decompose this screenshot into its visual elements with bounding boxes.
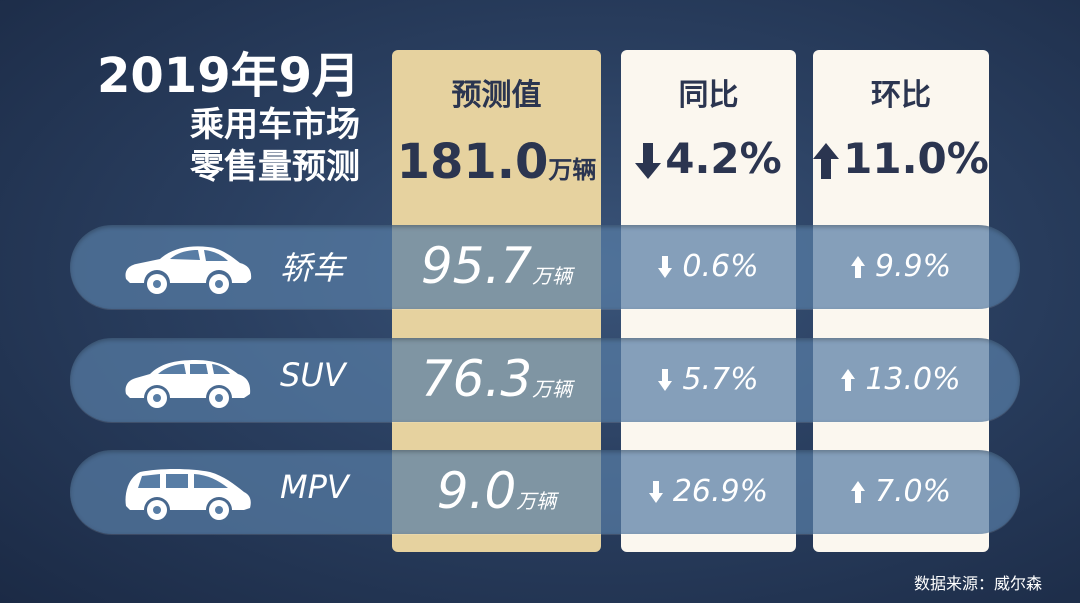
total-yoy: 4.2%: [621, 134, 796, 183]
mom-header: 环比: [871, 78, 931, 113]
yoy-value: 26.9%: [672, 474, 769, 509]
sedan-icon: [125, 246, 252, 294]
arrow-down-icon: [658, 256, 673, 278]
suv-icon: [125, 360, 251, 408]
row-mom: 9.9%: [813, 249, 989, 284]
title-subject: 零售量预测: [190, 147, 360, 187]
total-forecast-value: 181.0: [396, 134, 549, 190]
row-forecast-value: 76.3万辆: [392, 350, 601, 408]
title-date: 2019年9月: [97, 48, 360, 104]
mom-value: 7.0%: [874, 474, 952, 509]
row-yoy: 0.6%: [621, 249, 796, 284]
row-label: SUV: [280, 356, 346, 394]
arrow-down-icon: [658, 369, 673, 391]
data-source: 数据来源：威尔森: [913, 574, 1042, 593]
row-forecast-value: 95.7万辆: [392, 237, 601, 295]
row-forecast-value: 9.0万辆: [392, 462, 601, 520]
row-mom: 7.0%: [813, 474, 989, 509]
total-mom-value: 11.0%: [843, 134, 989, 183]
yoy-value: 5.7%: [682, 362, 759, 397]
value-number: 9.0: [436, 462, 517, 520]
row-yoy: 26.9%: [621, 474, 796, 509]
row-yoy: 5.7%: [621, 362, 796, 397]
arrow-up-icon: [850, 481, 865, 503]
arrow-down-icon: [635, 143, 662, 183]
value-number: 76.3: [420, 350, 533, 408]
arrow-up-icon: [813, 143, 840, 183]
row-sedan: 轿车 95.7万辆 0.6% 9.9%: [70, 225, 1020, 309]
title-market: 乘用车市场: [190, 105, 360, 145]
row-label: MPV: [280, 468, 349, 506]
mpv-icon: [125, 469, 251, 520]
row-mom: 13.0%: [813, 362, 989, 397]
total-forecast: 181.0万辆: [392, 134, 601, 190]
total-yoy-value: 4.2%: [665, 134, 782, 183]
value-number: 95.7: [420, 237, 533, 295]
chart-title: 2019年9月 乘用车市场 零售量预测: [60, 48, 360, 188]
total-mom: 11.0%: [813, 134, 989, 183]
mom-value: 13.0%: [865, 362, 961, 397]
arrow-up-icon: [850, 256, 865, 278]
arrow-up-icon: [841, 369, 856, 391]
value-unit: 万辆: [532, 264, 573, 288]
arrow-down-icon: [648, 481, 663, 503]
mom-value: 9.9%: [874, 249, 952, 284]
row-suv: SUV 76.3万辆 5.7% 13.0%: [70, 338, 1020, 422]
value-unit: 万辆: [516, 489, 557, 513]
forecast-header: 预测值: [451, 78, 542, 113]
yoy-header: 同比: [678, 78, 739, 113]
row-label: 轿车: [280, 249, 345, 287]
value-unit: 万辆: [532, 377, 573, 401]
row-mpv: MPV 9.0万辆 26.9% 7.0%: [70, 450, 1020, 534]
yoy-value: 0.6%: [682, 249, 759, 284]
total-forecast-unit: 万辆: [548, 156, 597, 184]
